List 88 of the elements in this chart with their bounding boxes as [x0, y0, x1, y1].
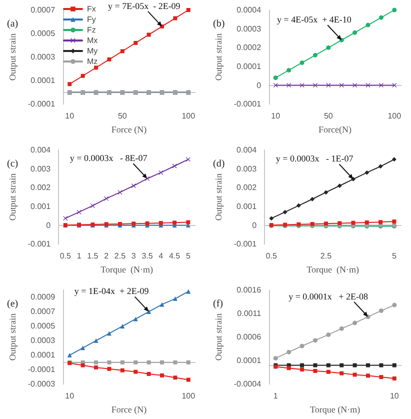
y-axis-title: Output strain: [214, 312, 224, 361]
legend-label: Fy: [87, 15, 96, 24]
y-tick-label: 0.0001: [236, 62, 262, 71]
legend-label: Mz: [87, 57, 98, 66]
y-axis-title: Output strain: [8, 312, 18, 361]
y-tick-label: 0.0001: [236, 356, 262, 366]
x-tick-label: 5: [392, 252, 397, 261]
y-tick-label: 0: [252, 220, 258, 230]
text: (a): [7, 18, 18, 30]
x-tick-label: 10: [65, 392, 75, 401]
y-tick-label: 0.001: [236, 202, 258, 211]
y-tick-label: 0.0016: [236, 286, 262, 294]
y-tick-label: -0.001: [28, 240, 52, 249]
x-tick-label: 100: [388, 112, 402, 121]
x-tick-label: 1.5: [87, 252, 99, 261]
y-tick-label: -0.0001: [234, 100, 262, 109]
y-axis-title: Output strain: [8, 172, 18, 221]
y-tick-label: -0.0003: [28, 380, 56, 389]
y-tick-label: 0.002: [30, 183, 52, 192]
y-tick-label: -0.001: [234, 240, 258, 249]
text: (b): [213, 18, 225, 30]
y-tick-label: 0.0007: [30, 307, 56, 316]
x-tick-label: 10: [390, 392, 400, 401]
x-tick-label: 4: [158, 252, 164, 261]
y-axis-title: Output strain: [214, 32, 224, 81]
legend-label: Mx: [87, 36, 98, 45]
x-tick-label: 100: [182, 112, 196, 121]
legend-label: My: [87, 46, 98, 56]
x-tick-label: 2.5: [114, 252, 126, 261]
y-tick-label: 0.0003: [30, 336, 56, 346]
annotation: y = 0.0003x - 8E-07: [70, 153, 148, 164]
y-tick-label: -0.0004: [234, 380, 262, 389]
y-tick-label: 0: [46, 220, 52, 230]
x-tick-label: 10: [271, 112, 281, 121]
x-axis-title: Torque (N·m): [310, 404, 360, 414]
text: (f): [213, 298, 223, 310]
y-tick-label: -0.0001: [28, 365, 56, 374]
annotation: y = 0.0003x - 1E-07: [276, 154, 354, 164]
y-tick-label: 0.0005: [30, 29, 56, 38]
y-tick-label: 0.0009: [30, 292, 56, 302]
y-tick-label: 0.003: [236, 164, 258, 174]
y-tick-label: 0.0004: [236, 6, 262, 14]
x-tick-label: 2.5: [320, 252, 332, 261]
y-tick-label: 0.0002: [236, 43, 262, 52]
legend-label: Fx: [87, 4, 96, 14]
y-tick-label: 0: [256, 80, 262, 90]
annotation: y = 4E-05x + 4E-10: [277, 14, 352, 25]
x-tick-label: 50: [324, 112, 334, 121]
y-tick-label: 0.004: [30, 146, 52, 154]
annotation: y = 0.0001x + 2E-08: [288, 291, 368, 302]
y-tick-label: 0.0003: [30, 52, 56, 62]
x-tick-label: 100: [182, 392, 196, 401]
y-tick-label: 0.003: [30, 164, 52, 174]
x-axis-title: Force(N): [318, 124, 352, 134]
y-axis-title: Output strain: [8, 32, 18, 81]
y-tick-label: 0.001: [30, 202, 52, 211]
y-tick-label: 0.0001: [30, 76, 56, 86]
x-axis-title: Force (N): [111, 404, 147, 414]
y-tick-label: 0.004: [236, 146, 258, 154]
y-tick-label: 0.0001: [30, 350, 56, 360]
x-axis-title: Torque (N·m): [306, 264, 359, 274]
x-tick-label: 3.5: [142, 252, 154, 261]
x-tick-label: 4.5: [168, 252, 181, 261]
annotation: y = 1E-04x + 2E-09: [74, 286, 150, 296]
x-tick-label: 2: [104, 252, 110, 261]
y-tick-label: 0.0003: [236, 24, 262, 34]
y-tick-label: 0.0011: [237, 309, 262, 318]
text: (c): [7, 158, 18, 170]
x-tick-label: 5: [186, 252, 191, 261]
text: (d): [213, 158, 225, 170]
x-tick-label: 50: [118, 112, 128, 121]
y-tick-label: -0.0001: [28, 100, 56, 109]
y-tick-label: 0.0005: [30, 322, 56, 331]
y-axis-title: Output strain: [214, 172, 224, 221]
text: (e): [7, 298, 18, 310]
y-tick-label: 0.0007: [30, 6, 56, 14]
x-axis-title: Torque (N·m): [100, 264, 153, 274]
x-tick-label: 1: [76, 252, 82, 261]
annotation: y = 7E-05x - 2E-09: [108, 0, 181, 11]
x-axis-title: Force (N): [111, 124, 147, 134]
y-tick-label: 0.0006: [236, 332, 262, 342]
x-tick-label: 3: [131, 252, 136, 261]
x-tick-label: 10: [65, 112, 75, 121]
x-tick-label: 1: [273, 392, 278, 401]
y-tick-label: 0.002: [236, 183, 258, 192]
legend-label: Fz: [87, 26, 96, 34]
x-tick-label: 0.5: [60, 252, 72, 261]
x-tick-label: 0.5: [266, 252, 278, 261]
